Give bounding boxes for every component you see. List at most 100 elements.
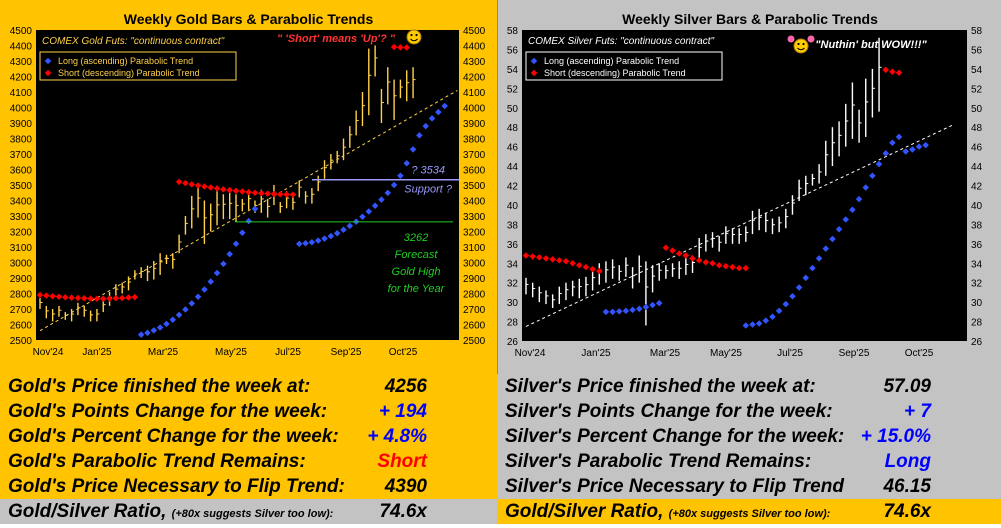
short-trend-point — [689, 255, 696, 262]
stat-value: 74.6x — [379, 501, 427, 522]
y-tick-label-left: 2800 — [10, 290, 33, 301]
y-tick-label-right: 50 — [971, 104, 983, 115]
short-trend-point — [194, 182, 202, 189]
x-tick-label: May'25 — [710, 348, 742, 359]
long-trend-point — [144, 329, 151, 337]
short-trend-point — [220, 186, 227, 193]
y-tick-label-left: 38 — [507, 220, 519, 231]
y-tick-label-left: 4300 — [10, 57, 33, 68]
legend-box — [525, 51, 723, 81]
short-trend-point — [131, 293, 139, 301]
short-trend-point — [112, 295, 120, 302]
y-tick-label-left: 30 — [507, 298, 519, 309]
long-trend-point — [435, 108, 442, 116]
short-trend-point — [175, 178, 183, 186]
long-trend-point — [239, 229, 246, 236]
short-trend-point — [68, 294, 75, 301]
y-tick-label-right: 3200 — [463, 228, 486, 239]
legend-box — [39, 51, 237, 81]
legend-long-marker — [530, 57, 538, 65]
stat-value: + 4.8% — [367, 426, 427, 447]
long-trend-point — [822, 245, 830, 252]
long-trend-point — [295, 240, 303, 248]
chart-legend: Long (ascending) Parabolic Trend Short (d… — [39, 51, 237, 81]
long-trend-point — [137, 331, 145, 338]
y-tick-label-left: 2700 — [10, 305, 33, 316]
stat-value: + 194 — [378, 401, 427, 422]
long-trend-point — [755, 320, 763, 327]
ratio-note: (+80x suggests Silver too low): — [171, 508, 334, 520]
short-trend-point — [270, 190, 278, 198]
y-tick-label-left: 56 — [507, 45, 519, 56]
long-trend-point — [809, 264, 816, 272]
y-tick-label-left: 32 — [507, 279, 519, 290]
y-tick-label-left: 4100 — [10, 88, 33, 99]
long-trend-point — [769, 313, 776, 320]
pompom-right — [807, 35, 815, 43]
long-trend-point — [390, 181, 398, 189]
stat-label: Gold/Silver Ratio, (+80x suggests Silver… — [8, 499, 333, 527]
long-trend-point — [340, 226, 347, 234]
chart-legend: Long (ascending) Parabolic Trend Short (d… — [525, 51, 723, 81]
long-trend-point — [163, 320, 170, 328]
forecast-label: Forecast — [395, 249, 439, 261]
long-trend-point — [895, 133, 903, 141]
silver-stat-row-percent: Silver's Percent Change for the week: + … — [497, 424, 1001, 449]
ratio-label: Gold/Silver Ratio, — [8, 501, 167, 522]
gold-stats-table: Gold's Price finished the week at: 4256 … — [0, 374, 497, 528]
short-trend-point — [882, 66, 889, 74]
gold-stat-row-percent: Gold's Percent Change for the week: + 4.… — [0, 424, 497, 449]
short-trend-point — [201, 183, 208, 190]
short-trend-point — [283, 191, 290, 198]
smiley-icon — [406, 29, 422, 45]
support-label: Support ? — [404, 184, 453, 196]
stat-value: Short — [377, 451, 427, 472]
chart-subtitle: COMEX Silver Futs: "continuous contract" — [528, 36, 715, 47]
long-trend-point — [175, 311, 183, 319]
y-tick-label-right: 28 — [971, 318, 983, 329]
plot-area — [522, 30, 967, 341]
y-tick-label-left: 2500 — [10, 336, 33, 347]
x-tick-label: Sep'25 — [839, 348, 870, 359]
support-label: ? 3534 — [411, 165, 445, 177]
short-trend-point — [74, 294, 82, 302]
long-trend-point — [622, 307, 630, 315]
short-trend-point — [895, 69, 903, 77]
long-trend-point — [802, 274, 810, 282]
smiley-mouth — [797, 47, 805, 51]
y-tick-label-left: 3300 — [10, 212, 33, 223]
short-trend-point — [669, 247, 676, 254]
long-trend-point — [655, 299, 663, 307]
short-trend-point — [239, 188, 246, 195]
long-trend-point — [346, 222, 354, 230]
silver-stat-row-trend: Silver's Parabolic Trend Remains: Long — [497, 449, 1001, 474]
pompom-left — [787, 35, 795, 43]
long-trend-point — [207, 278, 214, 285]
y-tick-label-right: 3700 — [463, 150, 486, 161]
chart-title: Weekly Gold Bars & Parabolic Trends — [124, 11, 374, 27]
y-tick-label-right: 58 — [971, 26, 983, 37]
short-trend-point — [87, 295, 94, 302]
y-tick-label-right: 32 — [971, 279, 983, 290]
y-tick-label-right: 44 — [971, 162, 983, 173]
y-tick-label-left: 4000 — [10, 104, 33, 115]
short-trend-point — [675, 250, 683, 257]
gold-stat-row-price: Gold's Price finished the week at: 4256 — [0, 374, 497, 399]
short-trend-point — [251, 189, 259, 197]
long-trend-point — [855, 195, 863, 203]
silver-stat-row-flip: Silver's Price Necessary to Flip Trend 4… — [497, 474, 1001, 499]
y-tick-label-left: 4200 — [10, 73, 33, 84]
chart-subtitle: COMEX Gold Futs: "continuous contract" — [42, 36, 225, 47]
long-trend-point — [213, 269, 221, 277]
long-trend-point — [333, 229, 341, 237]
stat-label: Gold's Parabolic Trend Remains: — [8, 451, 306, 472]
stat-label: Silver's Price finished the week at: — [505, 376, 816, 397]
y-tick-label-left: 48 — [507, 123, 519, 134]
y-tick-label-right: 30 — [971, 298, 983, 309]
short-trend-point — [522, 252, 530, 259]
x-tick-label: Sep'25 — [331, 347, 362, 358]
chart-title: Weekly Silver Bars & Parabolic Trends — [622, 11, 878, 27]
long-trend-point — [378, 196, 385, 203]
long-trend-point — [749, 321, 756, 328]
x-tick-label: Oct'25 — [389, 347, 418, 358]
